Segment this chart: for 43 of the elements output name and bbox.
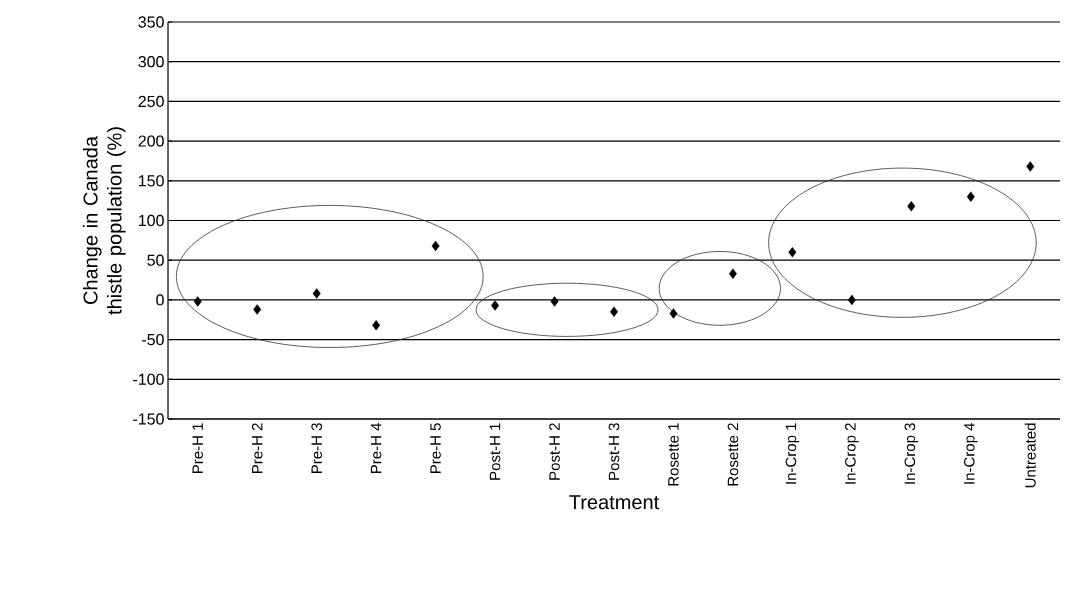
x-tick-label: In-Crop 3 — [904, 423, 919, 484]
x-tick-label: Pre-H 5 — [430, 423, 441, 473]
point — [669, 308, 678, 319]
x-tick-label: Post-H 1 — [489, 423, 501, 480]
y-tick-label: 350 — [138, 16, 164, 28]
point — [193, 296, 202, 307]
x-tick-label: Post-H 3 — [608, 423, 620, 480]
x-tick-label: Post-H 2 — [549, 423, 560, 480]
y-tick-label: 150 — [139, 175, 164, 187]
point — [610, 306, 618, 317]
y-tick-label: 50 — [147, 254, 164, 266]
point — [847, 294, 856, 306]
x-tick-label: Rosette 2 — [727, 423, 739, 486]
y-tick-label: -100 — [133, 373, 164, 385]
x-axis-title: Treatment — [569, 495, 660, 510]
x-tick-label: Rosette 1 — [668, 423, 679, 486]
point — [550, 296, 559, 307]
x-tick-label: In-Crop 2 — [845, 423, 859, 484]
y-tick-label: -150 — [133, 413, 164, 425]
point — [253, 304, 262, 315]
y-tick-label: 250 — [138, 95, 164, 108]
point — [728, 268, 737, 279]
x-tick-label: Pre-H 1 — [192, 423, 203, 473]
point — [788, 247, 797, 258]
y-tick-label: 300 — [138, 56, 164, 68]
point — [312, 288, 321, 299]
y-axis-title: Change in Canada thistle population (%) — [82, 127, 126, 315]
x-tick-label: In-Crop 1 — [785, 423, 800, 484]
point — [372, 320, 381, 331]
point — [907, 201, 916, 212]
point — [431, 240, 440, 252]
y-tick-label: 100 — [139, 214, 164, 227]
point — [966, 191, 975, 202]
x-tick-label: Pre-H 2 — [251, 423, 263, 473]
x-tick-label: Untreated — [1024, 423, 1036, 488]
x-tick-label: In-Crop 4 — [964, 422, 978, 484]
point — [491, 300, 500, 311]
x-tick-label: Pre-H 4 — [370, 422, 382, 473]
y-tick-label: 0 — [156, 294, 164, 306]
point — [1026, 161, 1035, 172]
x-tick-label: Pre-H 3 — [311, 423, 322, 473]
y-tick-label: -50 — [142, 333, 164, 346]
y-tick-label: 200 — [138, 135, 164, 147]
